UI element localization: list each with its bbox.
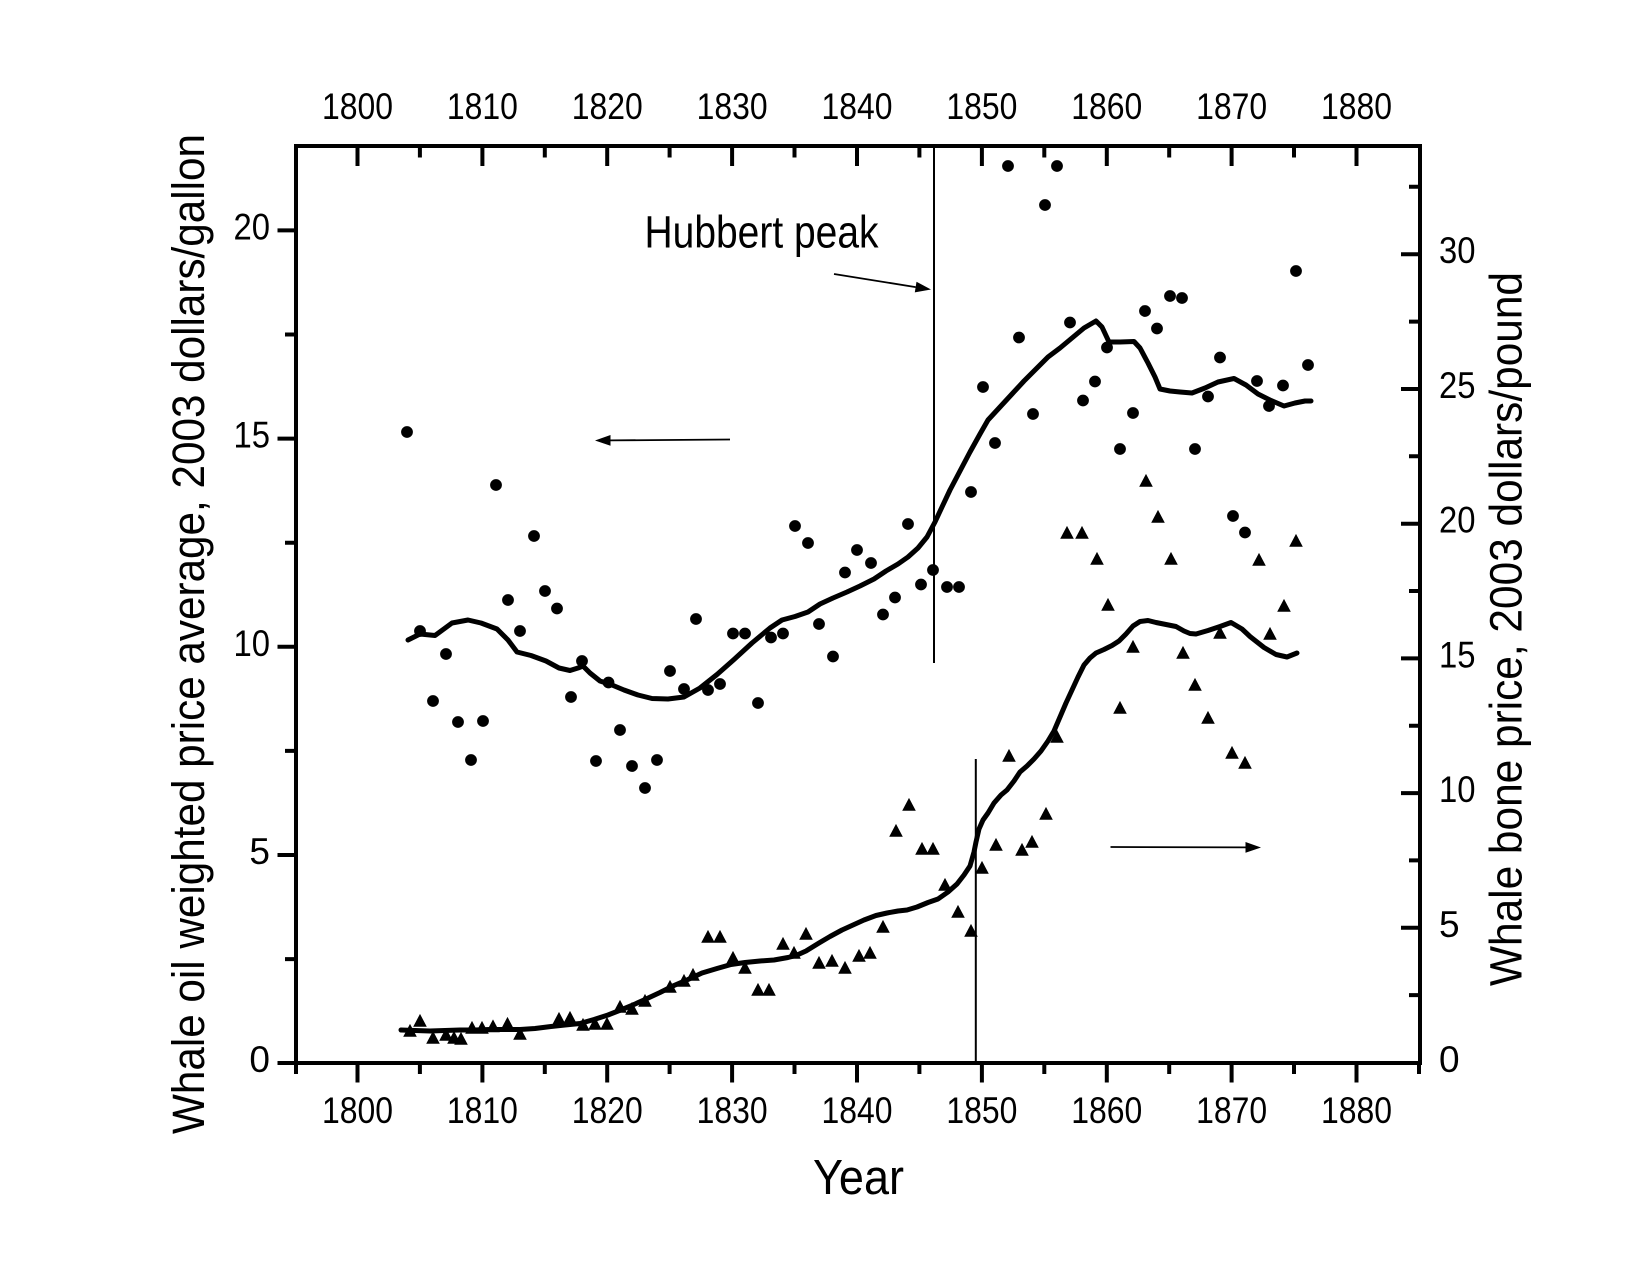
svg-text:1840: 1840 [822,1090,893,1131]
svg-text:10: 10 [1439,769,1476,810]
svg-text:Hubbert peak: Hubbert peak [645,206,879,257]
svg-text:1820: 1820 [572,86,643,127]
svg-text:20: 20 [234,206,271,247]
svg-text:1800: 1800 [322,86,393,127]
svg-text:1830: 1830 [697,86,768,127]
svg-text:Whale bone price, 2003 dollars: Whale bone price, 2003 dollars/pound [1481,272,1532,986]
svg-text:1830: 1830 [697,1090,768,1131]
svg-text:Year: Year [813,1151,904,1205]
svg-text:1820: 1820 [572,1090,643,1131]
svg-text:1880: 1880 [1321,86,1392,127]
svg-text:0: 0 [249,1039,270,1080]
svg-text:1850: 1850 [946,1090,1017,1131]
svg-text:15: 15 [234,415,271,456]
svg-text:Whale oil weighted price avera: Whale oil weighted price average, 2003 d… [163,134,214,1134]
svg-text:1810: 1810 [447,86,518,127]
svg-text:1800: 1800 [322,1090,393,1131]
svg-text:1870: 1870 [1196,86,1267,127]
svg-text:15: 15 [1439,634,1476,675]
svg-text:30: 30 [1439,230,1476,271]
svg-text:20: 20 [1439,500,1476,541]
svg-text:1850: 1850 [946,86,1017,127]
svg-text:10: 10 [234,623,271,664]
svg-text:25: 25 [1439,365,1476,406]
svg-text:0: 0 [1439,1039,1460,1080]
svg-text:5: 5 [1439,904,1460,945]
svg-text:1840: 1840 [822,86,893,127]
svg-text:1880: 1880 [1321,1090,1392,1131]
svg-text:1860: 1860 [1071,86,1142,127]
svg-text:1860: 1860 [1071,1090,1142,1131]
svg-text:5: 5 [249,831,270,872]
svg-text:1870: 1870 [1196,1090,1267,1131]
svg-text:1810: 1810 [447,1090,518,1131]
